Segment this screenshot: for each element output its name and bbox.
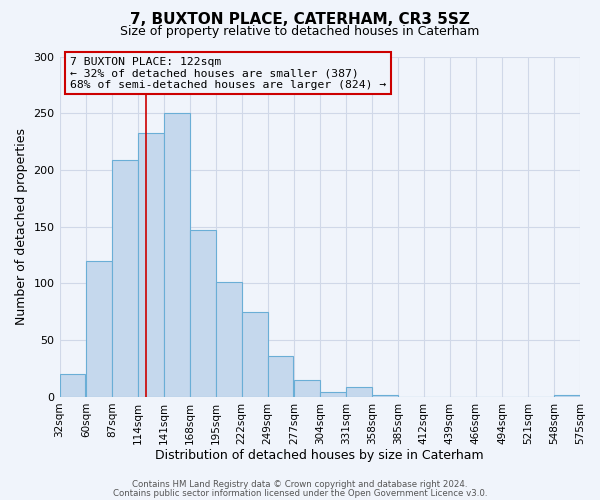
Bar <box>216 282 242 397</box>
Text: 7, BUXTON PLACE, CATERHAM, CR3 5SZ: 7, BUXTON PLACE, CATERHAM, CR3 5SZ <box>130 12 470 28</box>
Bar <box>112 160 138 397</box>
Text: Size of property relative to detached houses in Caterham: Size of property relative to detached ho… <box>121 25 479 38</box>
Bar <box>372 394 398 397</box>
Bar <box>295 380 320 397</box>
Bar <box>86 261 112 397</box>
Text: Contains public sector information licensed under the Open Government Licence v3: Contains public sector information licen… <box>113 488 487 498</box>
Bar <box>242 312 268 397</box>
Bar <box>268 356 293 397</box>
Bar <box>346 386 372 397</box>
Text: Contains HM Land Registry data © Crown copyright and database right 2024.: Contains HM Land Registry data © Crown c… <box>132 480 468 489</box>
Bar <box>554 394 580 397</box>
Bar <box>190 230 216 397</box>
Bar <box>138 132 164 397</box>
Y-axis label: Number of detached properties: Number of detached properties <box>15 128 28 325</box>
Bar <box>320 392 346 397</box>
Bar <box>164 113 190 397</box>
X-axis label: Distribution of detached houses by size in Caterham: Distribution of detached houses by size … <box>155 450 484 462</box>
Bar <box>59 374 85 397</box>
Text: 7 BUXTON PLACE: 122sqm
← 32% of detached houses are smaller (387)
68% of semi-de: 7 BUXTON PLACE: 122sqm ← 32% of detached… <box>70 56 386 90</box>
